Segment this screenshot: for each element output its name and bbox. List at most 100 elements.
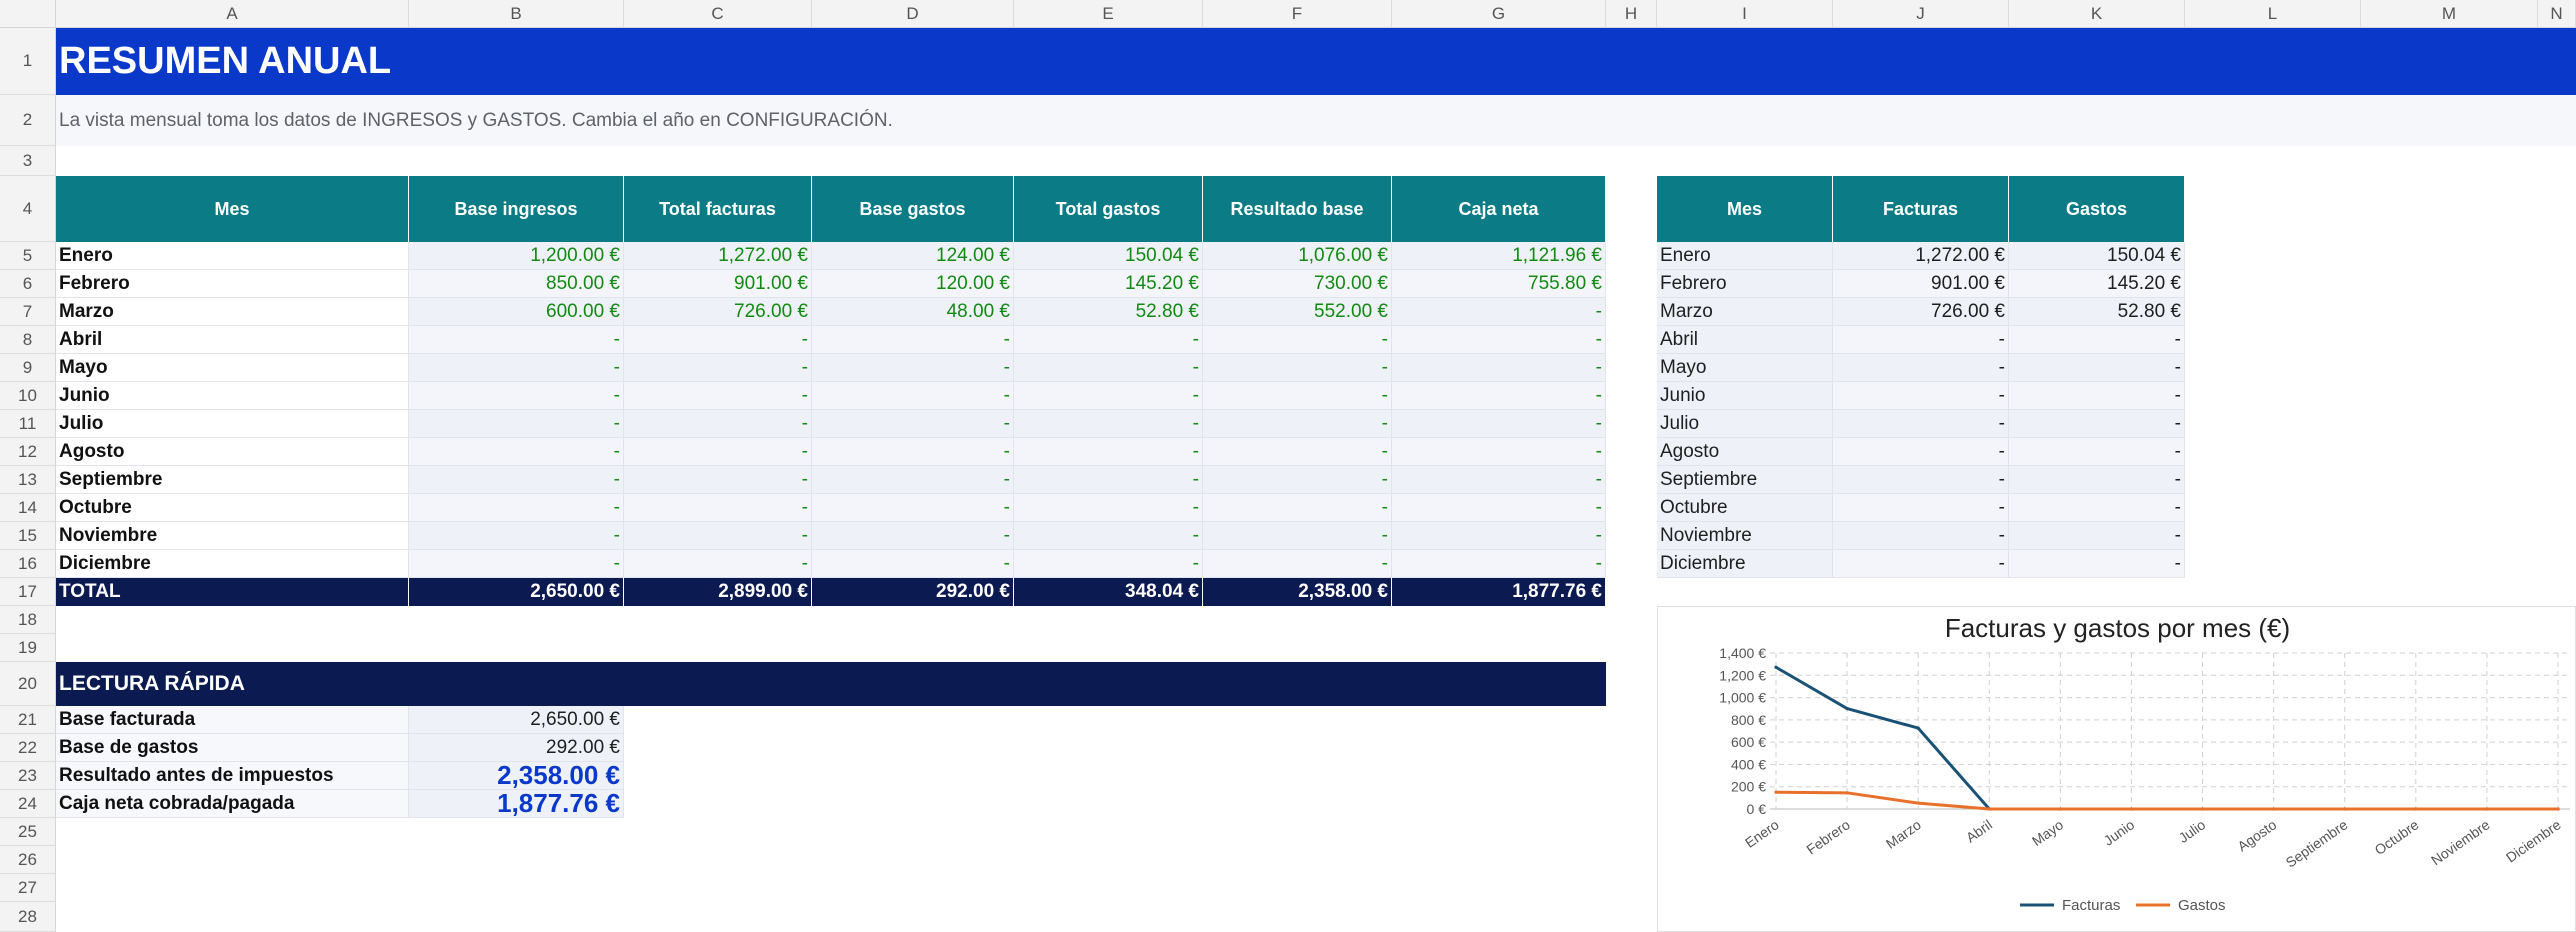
quick-reading-heading[interactable]: LECTURA RÁPIDA <box>56 662 1606 706</box>
table-cell[interactable]: - <box>624 326 812 354</box>
table-cell[interactable]: - <box>1203 494 1392 522</box>
table-cell[interactable]: - <box>1014 326 1203 354</box>
table-cell[interactable]: - <box>1203 466 1392 494</box>
side-table-header[interactable]: Facturas <box>1833 176 2009 242</box>
table-header[interactable]: Mes <box>56 176 409 242</box>
row-header-20[interactable]: 20 <box>0 662 56 706</box>
side-table-cell[interactable]: - <box>1833 410 2009 438</box>
month-label[interactable]: Marzo <box>56 298 409 326</box>
row-header-25[interactable]: 25 <box>0 818 56 846</box>
table-cell[interactable]: - <box>1014 354 1203 382</box>
table-cell[interactable]: - <box>409 410 624 438</box>
row-header-1[interactable]: 1 <box>0 28 56 95</box>
side-table-cell[interactable]: 150.04 € <box>2009 242 2185 270</box>
table-cell[interactable]: - <box>624 466 812 494</box>
row-header-6[interactable]: 6 <box>0 270 56 298</box>
row-header-22[interactable]: 22 <box>0 734 56 762</box>
side-table-cell[interactable]: - <box>1833 522 2009 550</box>
side-table-cell[interactable]: - <box>2009 522 2185 550</box>
table-cell[interactable]: 120.00 € <box>812 270 1014 298</box>
side-table-cell[interactable]: - <box>1833 494 2009 522</box>
table-cell[interactable]: - <box>409 354 624 382</box>
table-cell[interactable]: - <box>1392 494 1606 522</box>
row-header-16[interactable]: 16 <box>0 550 56 578</box>
quick-value[interactable]: 2,358.00 € <box>409 762 624 790</box>
table-cell[interactable]: - <box>624 550 812 578</box>
table-header[interactable]: Total gastos <box>1014 176 1203 242</box>
total-cell[interactable]: 2,899.00 € <box>624 578 812 606</box>
row-header-9[interactable]: 9 <box>0 354 56 382</box>
month-label[interactable]: Mayo <box>56 354 409 382</box>
side-table-cell[interactable]: 52.80 € <box>2009 298 2185 326</box>
table-cell[interactable]: - <box>1392 522 1606 550</box>
table-header[interactable]: Total facturas <box>624 176 812 242</box>
table-cell[interactable]: - <box>1203 326 1392 354</box>
side-table-cell[interactable]: - <box>1833 550 2009 578</box>
table-cell[interactable]: - <box>812 466 1014 494</box>
total-cell[interactable]: 2,650.00 € <box>409 578 624 606</box>
side-table-cell[interactable]: - <box>2009 354 2185 382</box>
table-cell[interactable]: - <box>409 326 624 354</box>
table-cell[interactable]: - <box>812 494 1014 522</box>
table-cell[interactable]: 124.00 € <box>812 242 1014 270</box>
table-cell[interactable]: - <box>409 438 624 466</box>
table-cell[interactable]: - <box>812 438 1014 466</box>
side-table-cell[interactable]: - <box>1833 466 2009 494</box>
table-header[interactable]: Caja neta <box>1392 176 1606 242</box>
table-cell[interactable]: - <box>812 382 1014 410</box>
table-cell[interactable]: - <box>1014 382 1203 410</box>
row-header-12[interactable]: 12 <box>0 438 56 466</box>
table-cell[interactable]: - <box>624 354 812 382</box>
table-cell[interactable]: 1,076.00 € <box>1203 242 1392 270</box>
table-cell[interactable]: - <box>1392 326 1606 354</box>
select-all-corner[interactable] <box>0 0 56 28</box>
table-header[interactable]: Resultado base <box>1203 176 1392 242</box>
row-header-7[interactable]: 7 <box>0 298 56 326</box>
table-cell[interactable]: 726.00 € <box>624 298 812 326</box>
total-label[interactable]: TOTAL <box>56 578 409 606</box>
table-cell[interactable]: - <box>624 382 812 410</box>
total-cell[interactable]: 2,358.00 € <box>1203 578 1392 606</box>
column-header-m[interactable]: M <box>2361 0 2538 28</box>
table-header[interactable]: Base ingresos <box>409 176 624 242</box>
table-cell[interactable]: - <box>1392 550 1606 578</box>
table-cell[interactable]: 150.04 € <box>1014 242 1203 270</box>
table-cell[interactable]: - <box>409 494 624 522</box>
side-table-header[interactable]: Mes <box>1657 176 1833 242</box>
total-cell[interactable]: 348.04 € <box>1014 578 1203 606</box>
row-header-15[interactable]: 15 <box>0 522 56 550</box>
side-month-label[interactable]: Junio <box>1657 382 1833 410</box>
row-header-3[interactable]: 3 <box>0 146 56 176</box>
table-cell[interactable]: - <box>1392 298 1606 326</box>
quick-label[interactable]: Base de gastos <box>56 734 409 762</box>
side-table-cell[interactable]: - <box>2009 466 2185 494</box>
row-header-24[interactable]: 24 <box>0 790 56 818</box>
table-cell[interactable]: - <box>812 354 1014 382</box>
side-month-label[interactable]: Mayo <box>1657 354 1833 382</box>
quick-label[interactable]: Resultado antes de impuestos <box>56 762 409 790</box>
table-cell[interactable]: 552.00 € <box>1203 298 1392 326</box>
column-header-d[interactable]: D <box>812 0 1014 28</box>
quick-label[interactable]: Base facturada <box>56 706 409 734</box>
side-table-cell[interactable]: - <box>2009 494 2185 522</box>
month-label[interactable]: Agosto <box>56 438 409 466</box>
side-table-cell[interactable]: - <box>2009 410 2185 438</box>
column-header-h[interactable]: H <box>1606 0 1657 28</box>
month-label[interactable]: Septiembre <box>56 466 409 494</box>
table-cell[interactable]: - <box>624 438 812 466</box>
side-table-cell[interactable]: 145.20 € <box>2009 270 2185 298</box>
table-cell[interactable]: - <box>1392 438 1606 466</box>
table-cell[interactable]: 52.80 € <box>1014 298 1203 326</box>
table-cell[interactable]: 145.20 € <box>1014 270 1203 298</box>
table-cell[interactable]: - <box>812 410 1014 438</box>
quick-label[interactable]: Caja neta cobrada/pagada <box>56 790 409 818</box>
column-header-b[interactable]: B <box>409 0 624 28</box>
page-title[interactable]: RESUMEN ANUAL <box>59 40 392 82</box>
row-header-8[interactable]: 8 <box>0 326 56 354</box>
table-cell[interactable]: - <box>1014 438 1203 466</box>
row-header-27[interactable]: 27 <box>0 874 56 902</box>
row-header-21[interactable]: 21 <box>0 706 56 734</box>
month-label[interactable]: Diciembre <box>56 550 409 578</box>
total-cell[interactable]: 292.00 € <box>812 578 1014 606</box>
side-table-cell[interactable]: 726.00 € <box>1833 298 2009 326</box>
